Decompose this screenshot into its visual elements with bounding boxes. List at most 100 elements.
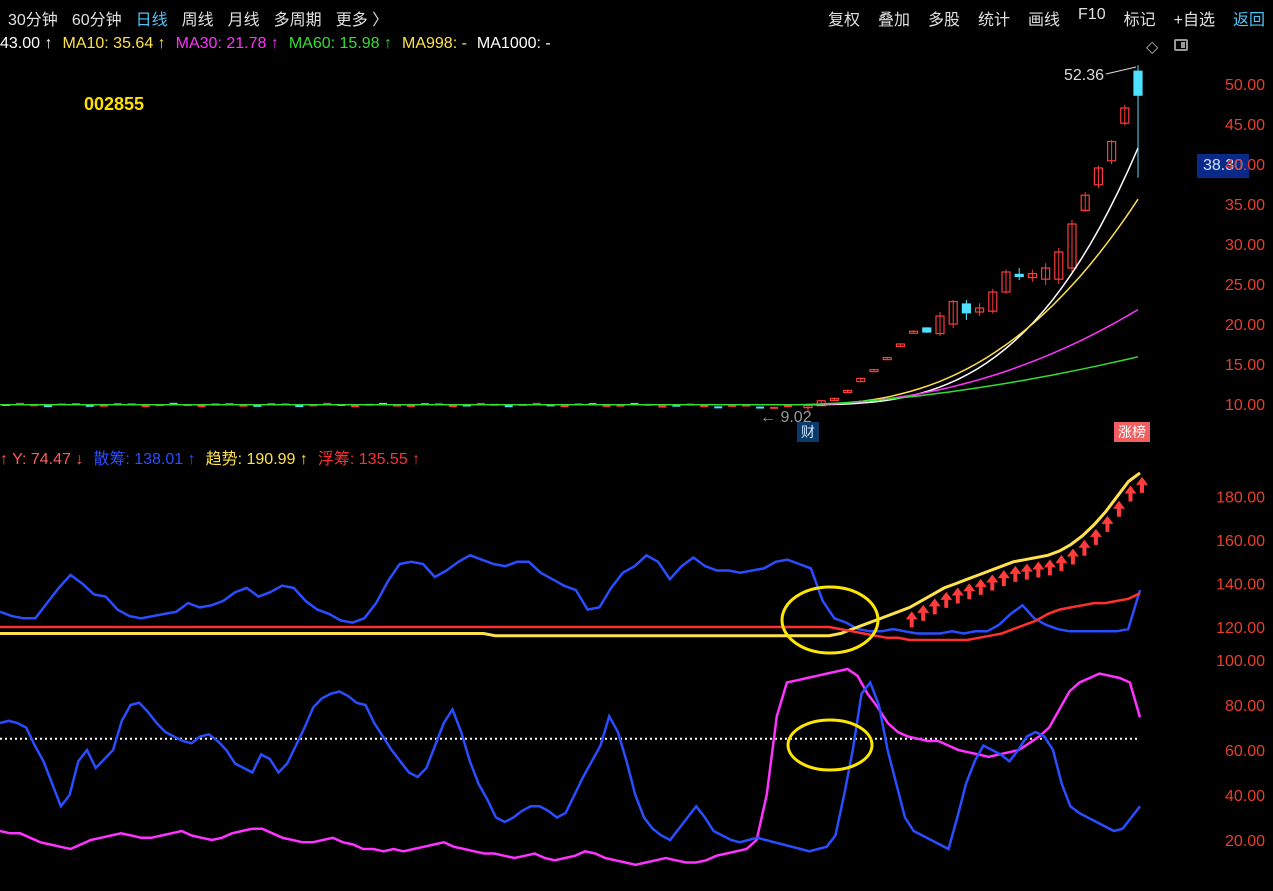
menu-f10-button[interactable]: F10 [1078,6,1106,23]
diamond-icon[interactable]: ◇ [1146,39,1159,56]
candle [803,405,813,409]
ma-legend-item: MA998: - [402,35,467,52]
buy-arrow-marker [1066,548,1079,565]
candle [1093,167,1104,186]
ma-legend-item: MA10: 35.64 ↑ [62,35,166,52]
indicator-axis-tick: 180.00 [1216,490,1265,507]
ma-legend-item: 43.00 ↑ [0,35,53,52]
candle-flat [728,404,737,407]
candle [842,389,853,393]
buy-arrow-marker [1032,561,1045,578]
menu-draw-button[interactable]: 画线 [1028,12,1061,29]
menu-statistics-button[interactable]: 统计 [978,12,1011,29]
buy-arrow-marker [1078,539,1091,556]
price-axis-tick: 15.00 [1225,357,1265,374]
buy-arrow-marker [928,598,941,615]
menu-multi-stock-button[interactable]: 多股 [927,12,960,29]
oscillator-axis-tick: 60.00 [1225,743,1265,760]
indicator-line [0,553,1142,635]
candle-flat [602,404,611,407]
candle-flat [756,406,765,409]
buy-arrow-marker [1101,515,1114,532]
indicator-line [0,471,1141,638]
tab-more[interactable]: 更多 〉 [335,12,389,29]
menu-overlay-button[interactable]: 叠加 [877,12,910,29]
price-axis-tick: 20.00 [1225,317,1265,334]
price-axis-tick: 40.00 [1225,157,1265,174]
candle-flat [15,402,24,405]
buy-arrow-marker [974,578,987,595]
candle-flat [141,405,150,408]
candle [1080,194,1090,211]
tab-30min[interactable]: 30分钟 [8,12,58,29]
ma-line-ma60 [0,356,1139,406]
candle-flat [113,402,122,405]
menu-back-button[interactable]: 返回 [1232,12,1265,29]
candle-flat [658,405,667,408]
menu-mark-button[interactable]: 标记 [1123,12,1156,29]
indicator-axis-tick: 140.00 [1216,577,1265,594]
buy-arrow-marker [1089,528,1102,545]
indicator-legend-item: 散筹: 138.01 ↑ [93,451,196,468]
ma-line-ma30 [0,308,1139,406]
indicator-legend-item: ↑ Y: 74.47 ↓ [0,451,84,468]
buy-arrow-marker [1055,554,1068,571]
indicator-axis-tick: 120.00 [1216,620,1265,637]
candle-flat [770,406,779,409]
buy-arrow-marker [1009,565,1022,582]
tab-weekly[interactable]: 周线 [181,12,214,29]
candle [1001,271,1011,293]
top-toolbar: 30分钟 60分钟 日线 周线 月线 多周期 更多 〉 复权 叠加 多股 统计 … [0,0,1273,32]
candle-flat [672,404,681,407]
ma-legend: 43.00 ↑ MA10: 35.64 ↑ MA30: 21.78 ↑ MA60: 1… [0,35,561,53]
period-tabs: 30分钟 60分钟 日线 周线 月线 多周期 更多 〉 [8,6,402,30]
buy-arrow-marker [1124,485,1137,502]
candle-flat [43,405,52,408]
buy-arrow-marker [1043,559,1056,576]
tab-monthly[interactable]: 月线 [227,12,260,29]
indicator-line [0,592,1141,642]
candle-flat [742,404,751,407]
buy-arrow-marker [986,574,999,591]
candle-flat [476,402,485,405]
buy-arrow-marker [997,570,1010,587]
candle [1040,267,1051,280]
menu-adjust-button[interactable]: 复权 [827,12,860,29]
tab-60min[interactable]: 60分钟 [71,12,122,29]
candle-flat [379,402,388,405]
buy-arrow-marker [940,591,953,608]
candle [988,291,998,312]
indicator-legend-item: 趋势: 190.99 ↑ [205,451,308,468]
candle [1067,223,1077,269]
candle [935,315,945,335]
candle-flat [351,405,360,408]
oscillator-line [0,679,1141,853]
candle [961,303,972,314]
candle [974,307,985,313]
tab-daily[interactable]: 日线 [135,12,168,29]
highlight-ellipse [786,718,874,772]
limit-up-badge[interactable]: 涨榜 [1114,422,1150,442]
candle-flat [714,406,723,409]
low-price-label: ← 9.02 [760,409,812,426]
buy-arrow-marker [1112,500,1125,517]
panel-toggle-icon[interactable] [1174,39,1188,51]
indicator-axis-tick: 160.00 [1216,533,1265,550]
candle [1054,251,1064,280]
oscillator-axis-tick: 20.00 [1225,833,1265,850]
ma-legend-item: MA1000: - [476,35,551,52]
candle [895,343,906,347]
buy-arrow-marker [1020,563,1033,580]
ma-legend-item: MA30: 21.78 ↑ [175,35,279,52]
finance-badge[interactable]: 财 [797,422,819,442]
ma-line-ma5 [0,147,1139,406]
tab-multi-period[interactable]: 多周期 [273,12,322,29]
candle [1014,273,1024,277]
indicator-legend-item: 浮筹: 135.55 ↑ [317,451,421,468]
oscillator-axis-tick: 100.00 [1216,653,1265,670]
ma-legend-item: MA60: 15.98 ↑ [288,35,392,52]
candle-flat [504,405,513,408]
menu-add-watchlist-button[interactable]: +自选 [1173,12,1215,29]
oscillator-axis-tick: 40.00 [1225,788,1265,805]
